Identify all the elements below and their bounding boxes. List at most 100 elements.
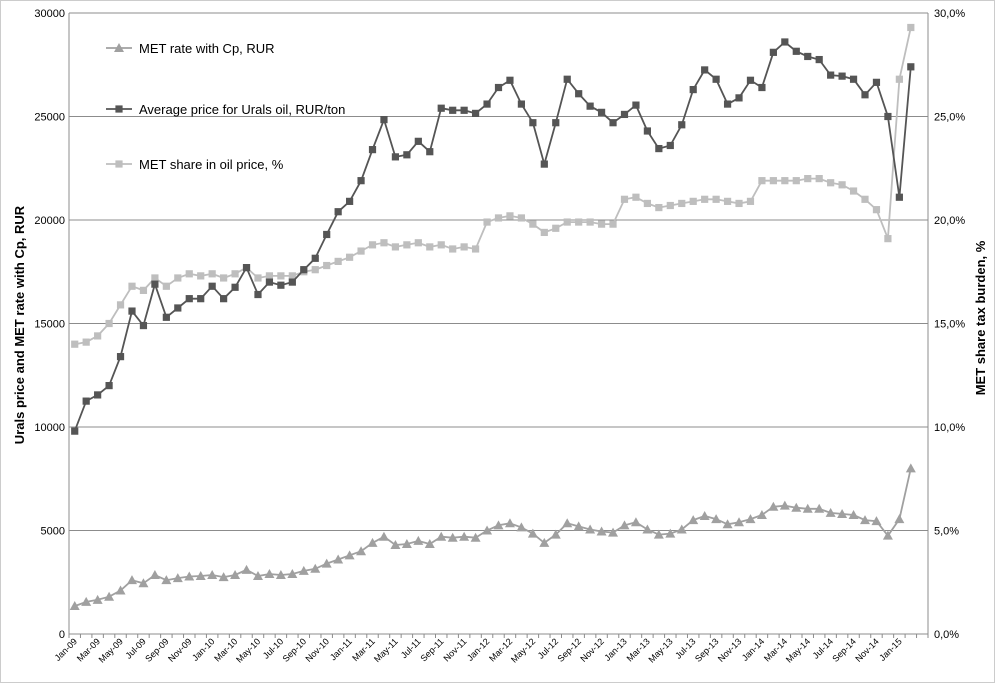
legend-marker [115,105,123,113]
series-2-point [265,272,274,280]
legend-marker [114,43,124,52]
series-1-point [449,106,457,114]
series-2-point [94,332,102,340]
series-2-point [139,286,148,294]
series-2-point [552,224,560,232]
y-axis-right-title: MET share tax burden, % [973,240,988,395]
series-0-point [161,575,172,585]
series-2-point [517,214,526,222]
series-1-point [242,264,251,272]
series-0-point [665,528,676,538]
series-0-point [413,535,424,545]
series-1-point [116,353,125,361]
series-1-point [552,119,560,127]
series-1-point [346,197,354,205]
series-0-point [436,531,447,541]
y-right-tick-label: 5,0% [934,526,959,538]
series-2-point [357,247,365,255]
series-1-point [861,91,869,99]
series-1-point [403,151,411,159]
legend: MET rate with Cp, RUR Average price for U… [106,41,345,172]
series-0-point [814,503,825,513]
series-2-point [620,195,629,203]
series-1 [71,38,915,435]
y-left-tick-label: 5000 [41,526,65,538]
series-1-point [735,94,743,102]
series-0-point [470,532,481,542]
series-0-point [81,596,92,606]
series-2-point [391,243,400,251]
series-1-point [884,112,892,121]
series-2-point [529,220,537,228]
series-0-point [310,563,321,573]
series-0-point [905,463,916,473]
series-1-point [220,295,228,303]
series-0-point [711,514,722,524]
series-1-point [323,230,331,239]
series-1-point [426,148,434,156]
series-0-point [745,514,756,524]
series-0-point [482,525,493,535]
y-right-tick-label: 15,0% [934,319,965,331]
series-2-point [346,253,354,261]
series-0-point [734,517,745,527]
legend-label: Average price for Urals oil, RUR/ton [139,102,345,117]
series-2-point [643,199,651,208]
series-2-point [907,23,915,32]
series-0-point [894,514,905,524]
series-1-point [471,109,480,117]
series-2-point [368,241,377,249]
series-2-point [895,75,903,83]
series-0-point [390,539,401,549]
series-2-point [609,220,617,228]
series-2-point [701,195,709,203]
series-2-point [632,193,640,201]
series-2-point [288,272,296,280]
series-0-point [642,524,653,534]
y-left-tick-label: 15000 [34,319,65,331]
series-1-point [689,85,697,94]
series-0-point [69,601,80,611]
series-0-point [298,565,309,575]
series-1-point [895,193,903,201]
series-0-point [837,508,848,518]
series-1-point [277,281,285,289]
series-2-point [449,245,457,253]
y-left-tick-label: 25000 [34,112,65,124]
series-2-point [712,195,720,203]
series-1-point [71,427,79,435]
series-0-point [653,529,664,539]
series-1-point [334,208,342,216]
series-1-point [208,282,216,290]
series-1-point [311,254,319,262]
series-0-point [367,537,378,547]
series-0-point [138,578,149,588]
series-0-point [447,532,458,542]
series-0-point [550,529,561,539]
series-1-point [506,76,514,84]
series-1-point [575,90,583,98]
series-2-point [162,282,170,290]
series-0-point [459,531,470,541]
series-0-point [195,571,206,581]
series-1-point [414,137,422,145]
series-0-point [104,591,115,601]
series-2-point [197,272,205,280]
series-1-point [609,119,617,127]
series-0-point [264,568,275,578]
series-1-point [712,75,720,83]
series-2-point [185,270,193,278]
series-2-point [586,218,594,226]
series-2-point [792,177,800,185]
series-1-point [907,63,915,71]
series-0-point [848,509,859,519]
series-2-point [128,282,136,290]
series-2-point [746,197,755,205]
y-axis-right-ticks: 0,0% 5,0% 10,0% 15,0% 20,0% 25,0% 30,0% [934,8,965,641]
series-2-point [220,274,228,282]
axes [68,13,929,638]
series-2-point [735,199,743,208]
series-2-point [884,235,892,243]
series-0-point [287,568,298,578]
